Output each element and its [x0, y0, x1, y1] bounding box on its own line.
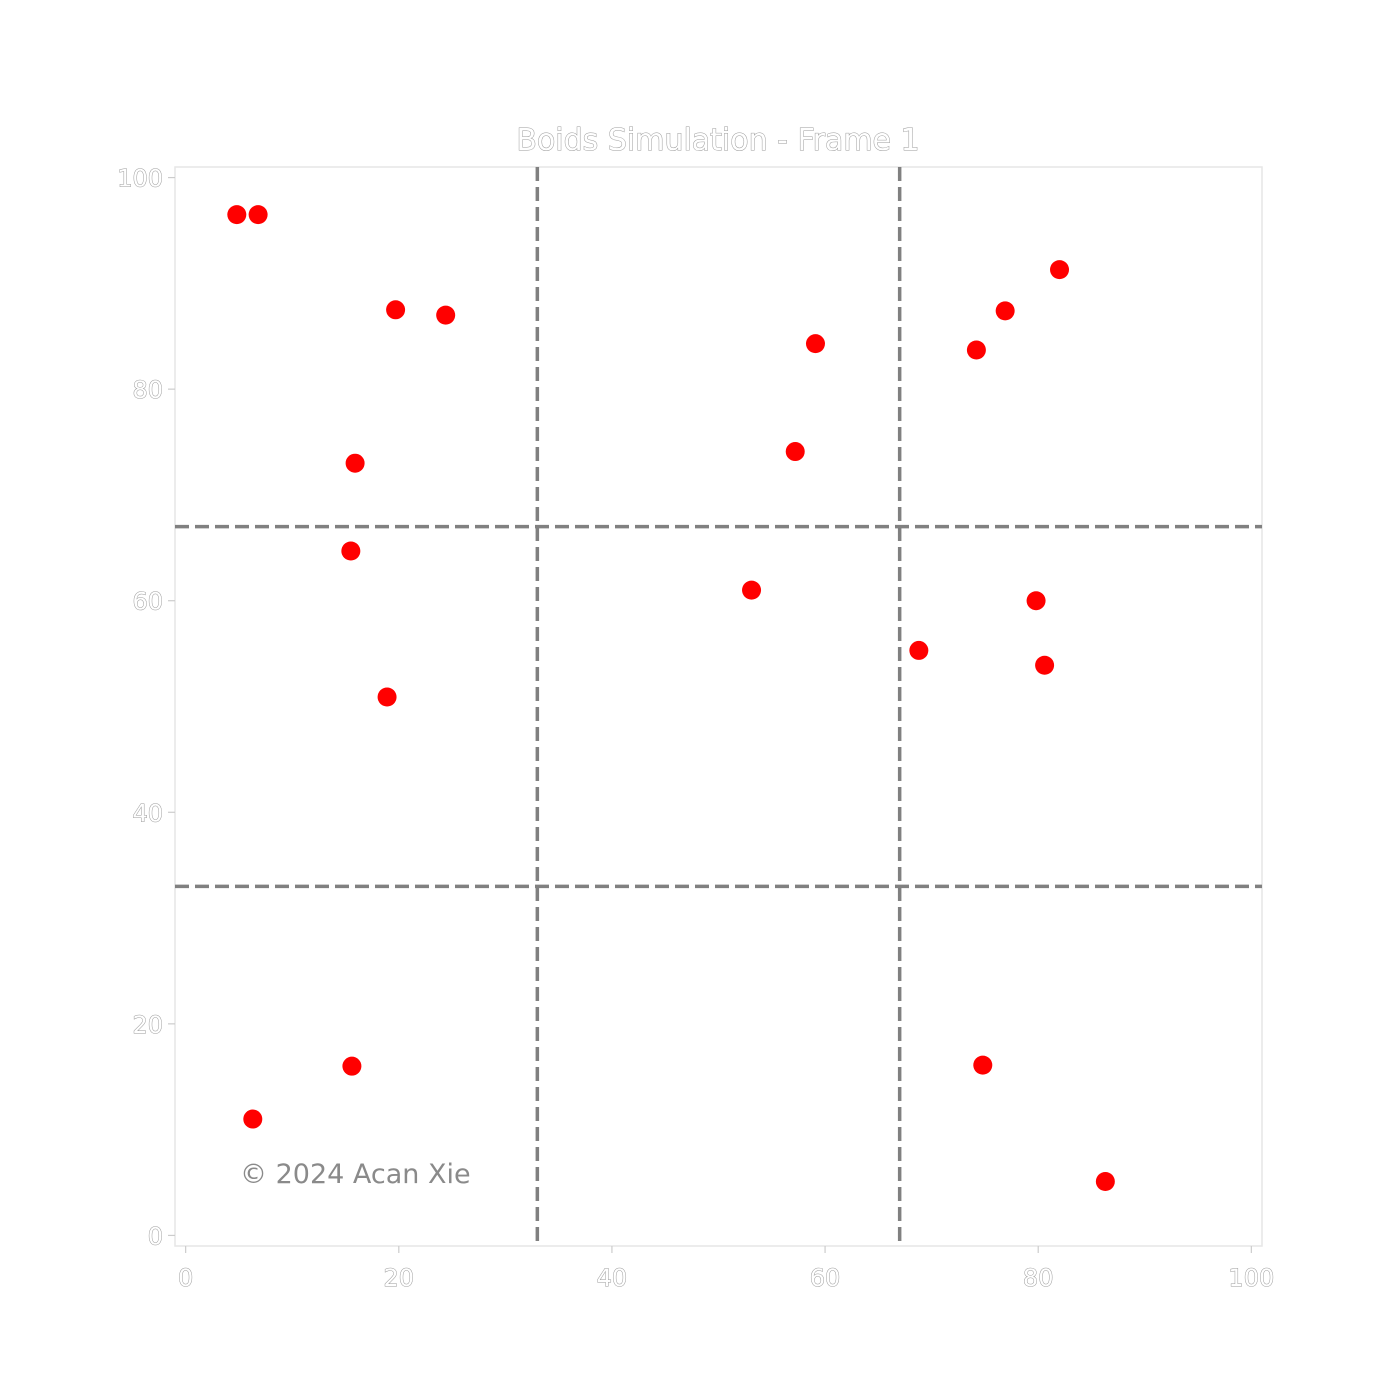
boid-point: [243, 1109, 263, 1129]
boid-point: [436, 305, 456, 325]
boid-point: [1026, 591, 1046, 611]
boid-point: [1095, 1171, 1115, 1191]
boid-point: [377, 687, 397, 707]
boid-point: [386, 300, 406, 320]
watermark: © 2024 Acan Xie: [240, 1159, 471, 1190]
boid-point: [227, 205, 247, 225]
boid-point: [1050, 260, 1070, 280]
plot-frame: [174, 166, 1263, 1247]
boid-point: [341, 541, 361, 561]
y-tick-label: 80: [132, 376, 163, 404]
boid-point: [995, 301, 1015, 321]
boid-point: [785, 442, 805, 462]
x-tick-label: 80: [1023, 1264, 1054, 1292]
y-tick-label: 0: [148, 1222, 163, 1250]
x-tick-label: 0: [178, 1264, 193, 1292]
boid-point: [342, 1056, 362, 1076]
boid-point: [909, 640, 929, 660]
y-tick-label: 100: [117, 165, 163, 193]
boid-point: [742, 580, 762, 600]
boid-point: [248, 205, 268, 225]
y-tick-label: 20: [132, 1011, 163, 1039]
boid-point: [805, 334, 825, 354]
chart-title: Boids Simulation - Frame 1: [516, 123, 919, 158]
x-tick-label: 60: [810, 1264, 841, 1292]
x-tick-label: 100: [1228, 1264, 1274, 1292]
x-tick-label: 20: [384, 1264, 415, 1292]
axis-ticks: 0 20 40 60 80 100 0 20 40 60 80 100: [117, 164, 1275, 1292]
region-grid-lines: [175, 167, 1262, 1246]
boid-point: [973, 1055, 993, 1075]
boid-point: [1035, 655, 1055, 675]
boid-point: [966, 340, 986, 360]
boid-points: [227, 205, 1115, 1191]
y-tick-label: 40: [132, 799, 163, 827]
x-tick-label: 40: [597, 1264, 628, 1292]
y-tick-label: 60: [132, 588, 163, 616]
boid-point: [345, 453, 365, 473]
